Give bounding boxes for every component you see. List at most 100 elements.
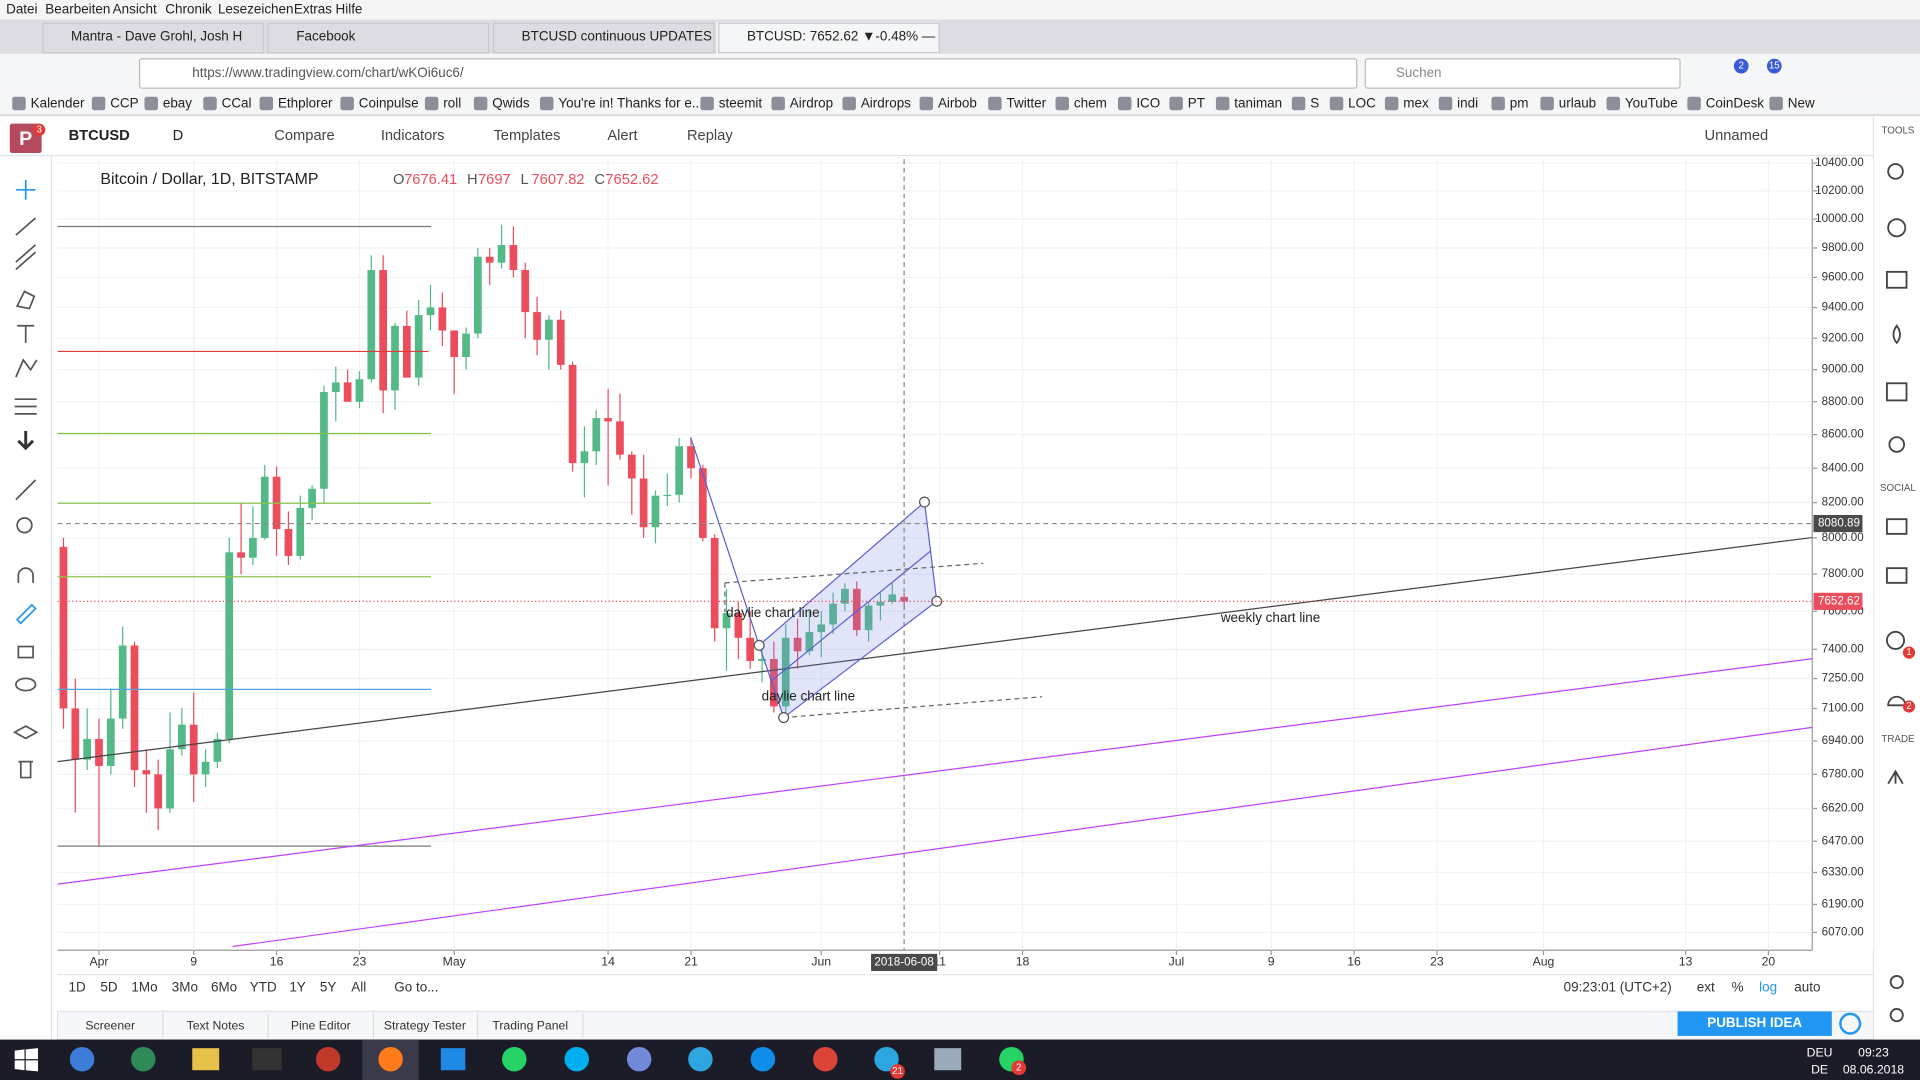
bookmark[interactable]: steemit: [719, 96, 763, 111]
side-icon[interactable]: [1886, 567, 1908, 584]
app-icon[interactable]: [192, 1048, 220, 1071]
play-icon[interactable]: [1839, 1012, 1862, 1035]
side-icon[interactable]: [1886, 382, 1908, 402]
tool-icon[interactable]: [15, 244, 37, 271]
app-icon[interactable]: [750, 1046, 776, 1072]
bookmark[interactable]: You're in! Thanks for e...: [558, 96, 703, 111]
side-icon[interactable]: [1886, 270, 1908, 289]
tab-title[interactable]: BTCUSD: 7652.62 ▼-0.48% —: [747, 28, 936, 43]
scale-option[interactable]: log: [1759, 980, 1777, 995]
tool-icon[interactable]: [15, 217, 37, 236]
bookmark[interactable]: chem: [1074, 96, 1107, 111]
range-button[interactable]: 5Y: [320, 980, 336, 995]
app-icon[interactable]: [626, 1046, 652, 1072]
bookmark[interactable]: S: [1310, 96, 1319, 111]
scale-option[interactable]: %: [1732, 980, 1744, 995]
scale-option[interactable]: ext: [1697, 980, 1715, 995]
bookmark[interactable]: taniman: [1234, 96, 1282, 111]
tool-icon[interactable]: [14, 398, 37, 415]
range-button[interactable]: YTD: [250, 980, 277, 995]
symbol[interactable]: BTCUSD: [69, 128, 130, 144]
url-box[interactable]: [138, 58, 1358, 89]
side-icon[interactable]: [1892, 324, 1901, 345]
side-icon[interactable]: [1887, 218, 1907, 238]
tool-icon[interactable]: [17, 431, 35, 451]
bookmark[interactable]: Ethplorer: [278, 96, 333, 111]
tab[interactable]: [42, 22, 264, 54]
bookmark[interactable]: CCP: [110, 96, 138, 111]
tool-icon[interactable]: [12, 725, 39, 740]
tab-title[interactable]: BTCUSD continuous UPDATES: [522, 28, 712, 43]
bottom-tab[interactable]: Strategy Tester: [384, 1018, 466, 1032]
bookmark[interactable]: Qwids: [492, 96, 530, 111]
side-icon[interactable]: [1886, 630, 1905, 650]
bookmark[interactable]: Coinpulse: [359, 96, 419, 111]
tool-icon[interactable]: [15, 479, 37, 501]
menu-item[interactable]: Extras: [294, 1, 332, 16]
tool-icon[interactable]: [15, 358, 38, 378]
bookmark[interactable]: indi: [1457, 96, 1478, 111]
handle[interactable]: [778, 712, 790, 724]
app-icon[interactable]: [688, 1046, 713, 1072]
menu-item[interactable]: Datei: [6, 1, 37, 16]
tab-title[interactable]: Mantra - Dave Grohl, Josh H: [71, 28, 242, 43]
tool-icon[interactable]: [17, 645, 34, 659]
app-icon[interactable]: [252, 1048, 282, 1071]
tab[interactable]: [492, 22, 715, 54]
toolbar-button[interactable]: Replay: [687, 128, 733, 144]
bookmark[interactable]: pm: [1510, 96, 1529, 111]
side-icon[interactable]: [1887, 769, 1904, 785]
bookmark[interactable]: roll: [443, 96, 461, 111]
menu-item[interactable]: Hilfe: [336, 1, 363, 16]
menu-item[interactable]: Ansicht: [113, 1, 157, 16]
bottom-tab[interactable]: Trading Panel: [492, 1018, 568, 1032]
side-icon[interactable]: [1889, 1008, 1904, 1023]
toolbar-button[interactable]: Indicators: [381, 128, 445, 144]
bookmark[interactable]: CoinDesk: [1706, 96, 1765, 111]
side-icon[interactable]: [1888, 436, 1905, 453]
tool-icon[interactable]: [15, 180, 36, 200]
app-icon[interactable]: [813, 1046, 838, 1072]
bookmark[interactable]: Airdrops: [861, 96, 911, 111]
app-icon[interactable]: [440, 1048, 466, 1071]
tool-icon[interactable]: [15, 677, 37, 692]
tool-icon[interactable]: [15, 290, 36, 310]
bookmark[interactable]: Kalender: [31, 96, 85, 111]
bookmark[interactable]: YouTube: [1625, 96, 1678, 111]
tool-icon[interactable]: [17, 324, 35, 343]
bookmark[interactable]: ebay: [163, 96, 192, 111]
app-icon[interactable]: [315, 1046, 341, 1072]
bottom-tab[interactable]: Screener: [85, 1018, 135, 1032]
layout-name[interactable]: Unnamed: [1704, 128, 1768, 144]
scale-option[interactable]: auto: [1794, 980, 1820, 995]
range-button[interactable]: 1D: [69, 980, 86, 995]
side-icon[interactable]: [1887, 163, 1904, 180]
start-button[interactable]: [14, 1048, 38, 1072]
app-icon[interactable]: [874, 1046, 899, 1072]
range-button[interactable]: 6Mo: [211, 980, 237, 995]
app-icon[interactable]: [131, 1046, 156, 1072]
tool-icon[interactable]: [15, 603, 37, 625]
toolbar-button[interactable]: Compare: [274, 128, 334, 144]
tool-icon[interactable]: [17, 567, 34, 583]
range-button[interactable]: 3Mo: [172, 980, 198, 995]
range-button[interactable]: 1Mo: [131, 980, 157, 995]
url[interactable]: https://www.tradingview.com/chart/wKOi6u…: [192, 65, 464, 80]
handle[interactable]: [918, 496, 930, 508]
bookmark[interactable]: New: [1788, 96, 1815, 111]
search-placeholder[interactable]: Suchen: [1396, 65, 1442, 80]
bookmark[interactable]: Airdrop: [790, 96, 833, 111]
search-box[interactable]: [1364, 58, 1681, 89]
bookmark[interactable]: PT: [1188, 96, 1205, 111]
bookmark[interactable]: Twitter: [1007, 96, 1047, 111]
tab[interactable]: [267, 22, 490, 54]
side-icon[interactable]: [1889, 975, 1904, 990]
range-button[interactable]: 5D: [100, 980, 117, 995]
range-button[interactable]: All: [351, 980, 366, 995]
tool-icon[interactable]: [16, 517, 33, 534]
menu-item[interactable]: Lesezeichen: [218, 1, 294, 16]
app-icon[interactable]: [69, 1046, 95, 1072]
goto-button[interactable]: Go to...: [394, 980, 438, 995]
active-tab[interactable]: [716, 22, 940, 54]
toolbar-button[interactable]: Alert: [607, 128, 637, 144]
